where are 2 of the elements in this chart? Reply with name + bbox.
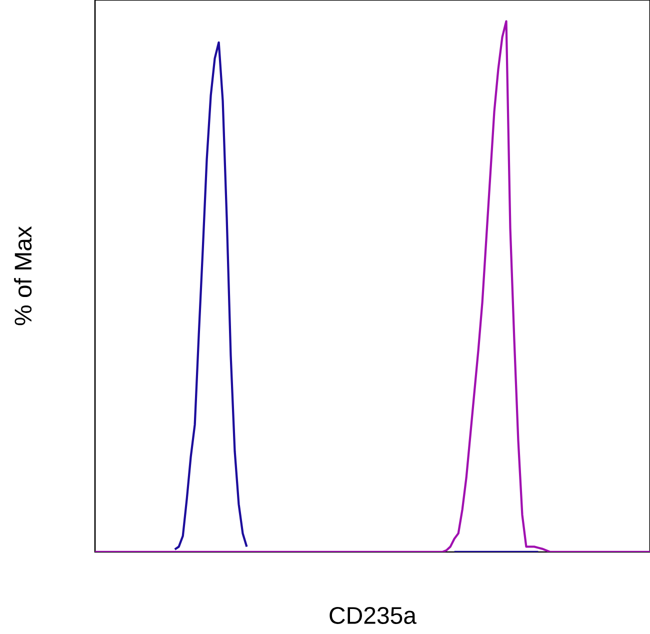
- x-axis-title: CD235a: [330, 606, 416, 624]
- y-axis-title: % of Max: [14, 226, 32, 326]
